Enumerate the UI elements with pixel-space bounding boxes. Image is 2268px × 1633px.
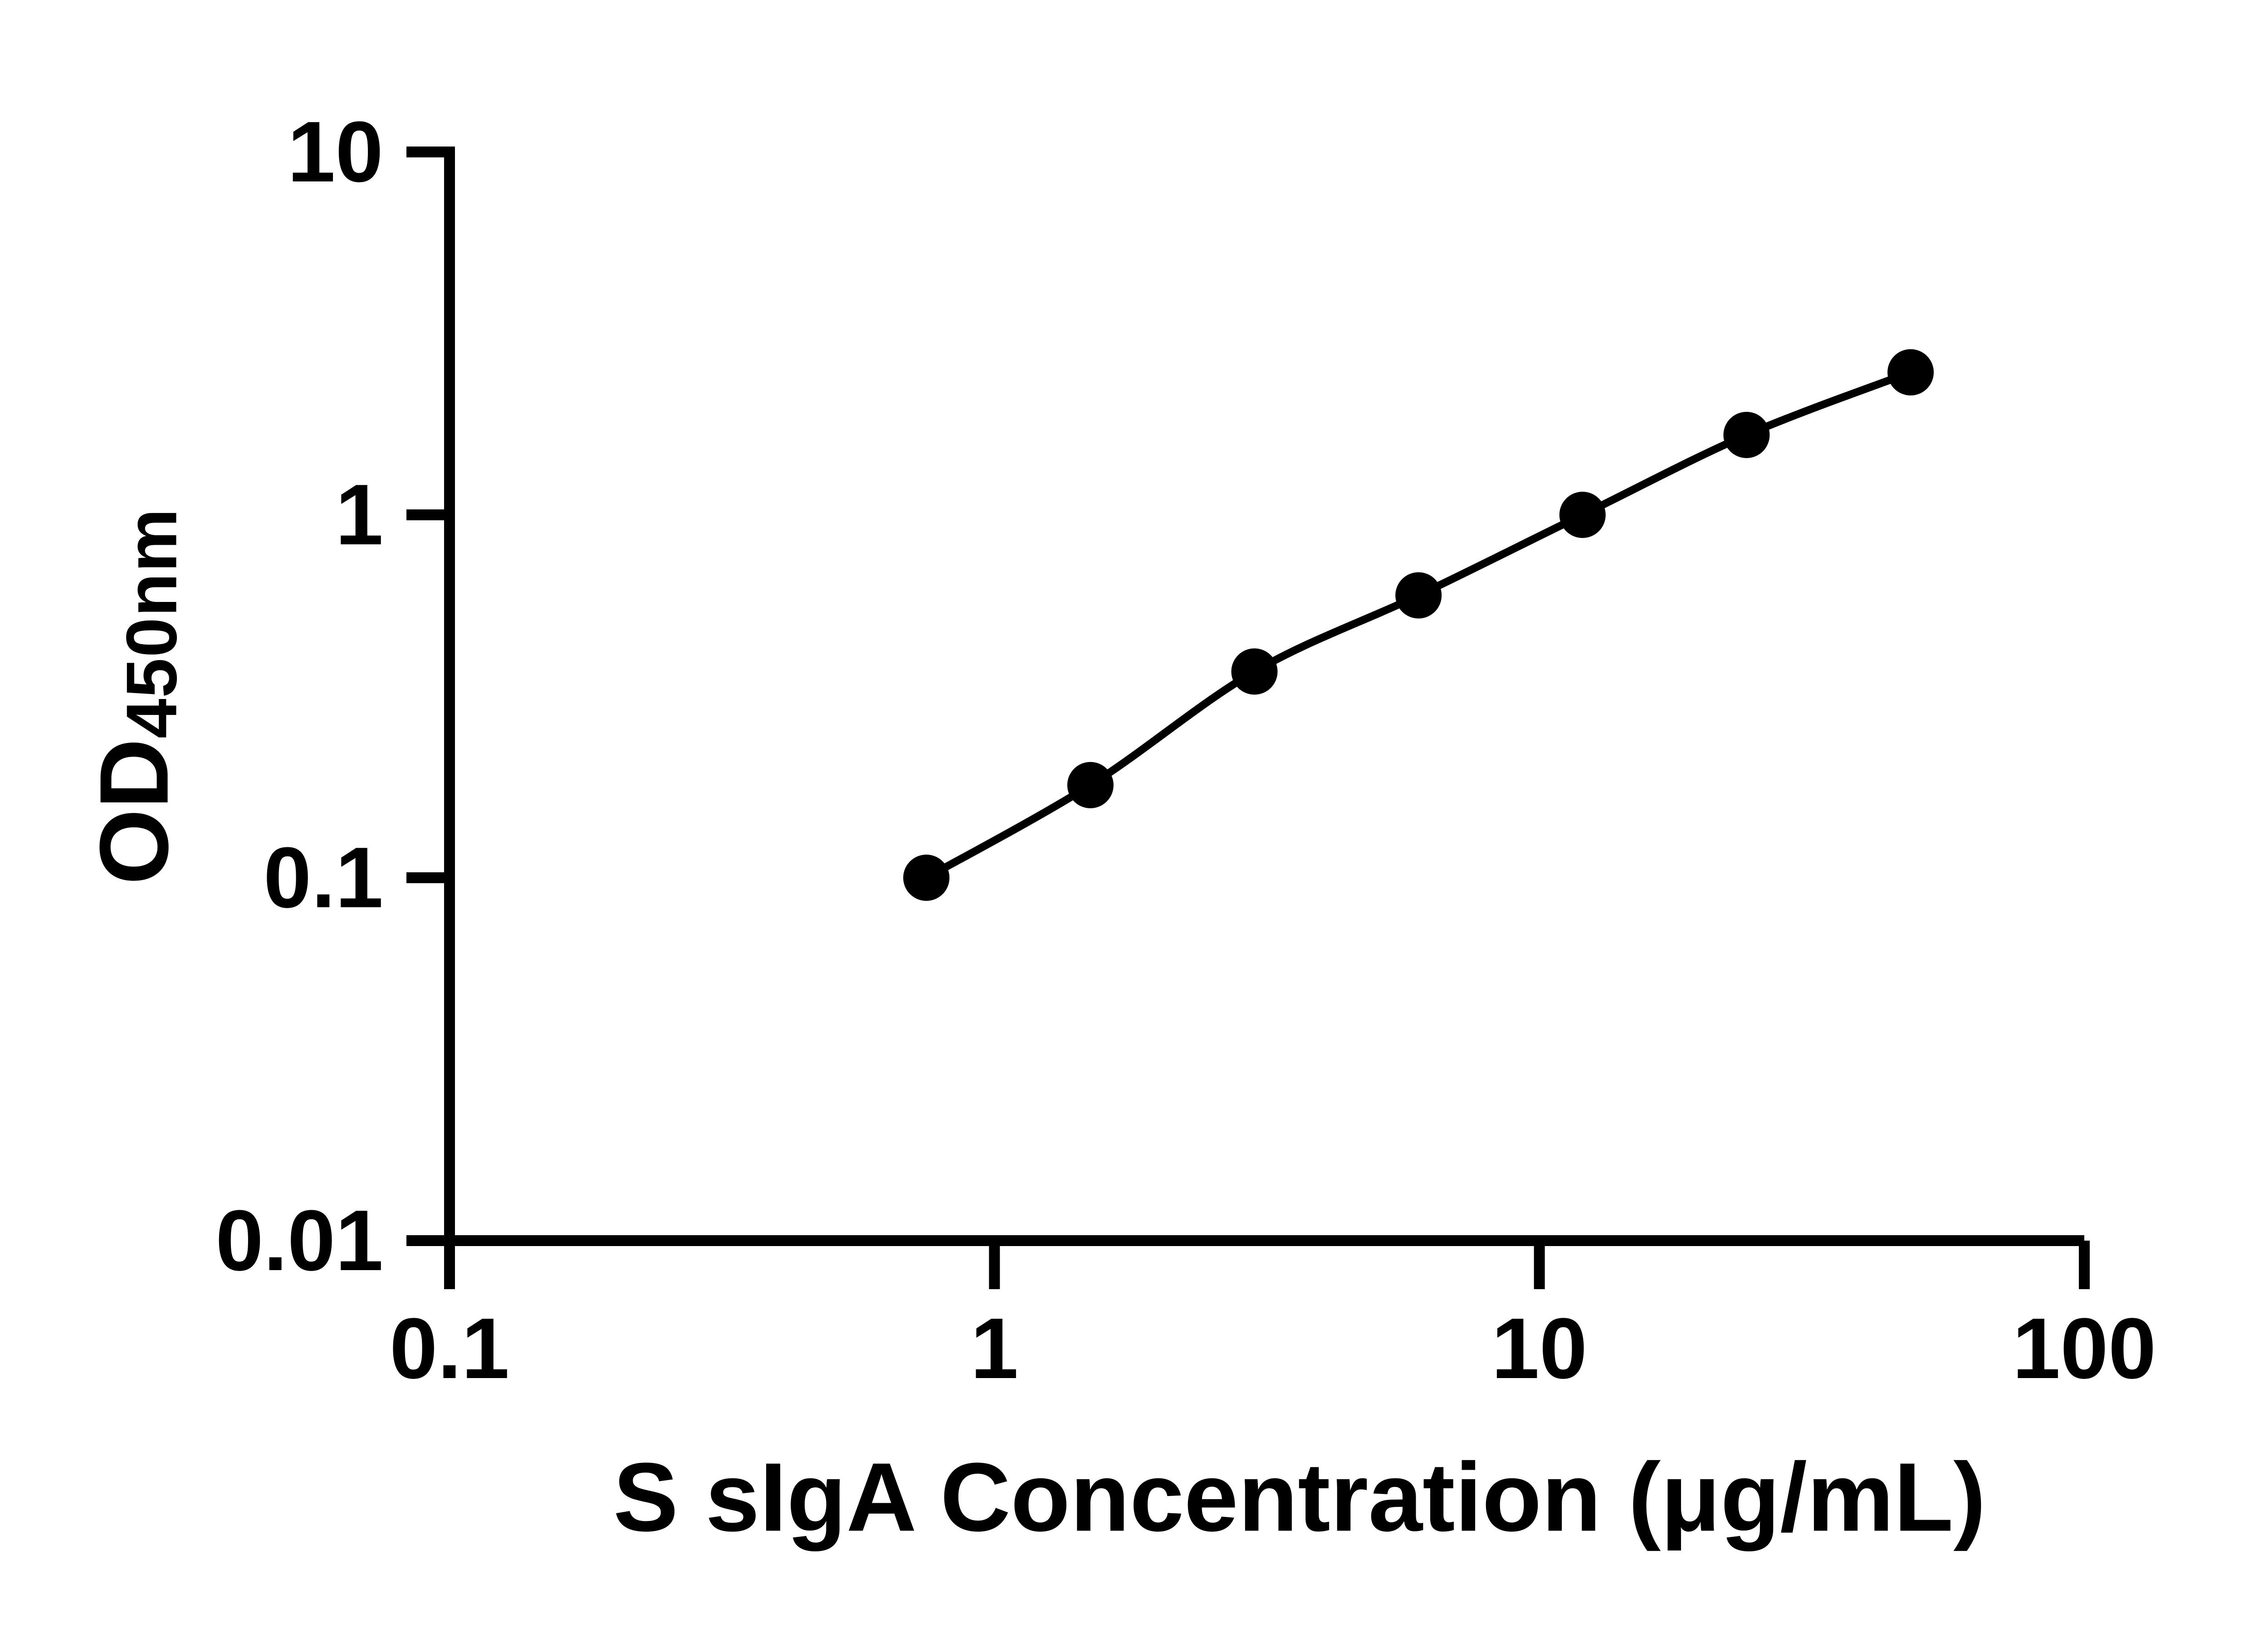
y-tick-label-1: 1 bbox=[335, 467, 383, 563]
data-point-3ug-mL bbox=[1231, 648, 1278, 695]
axis-ticks bbox=[406, 147, 2090, 1289]
y-tick-label-10: 10 bbox=[287, 104, 383, 200]
data-points bbox=[903, 349, 1934, 901]
data-point-1.5ug-mL bbox=[1067, 762, 1114, 808]
x-axis-title: S sIgA Concentration (μg/mL) bbox=[613, 1442, 1986, 1552]
y-tick-label-0.1: 0.1 bbox=[263, 830, 383, 926]
x-tick-label-1: 1 bbox=[970, 1301, 1019, 1397]
data-point-48ug-mL bbox=[1887, 349, 1934, 396]
x-tick-label-100: 100 bbox=[2012, 1301, 2156, 1397]
data-point-24ug-mL bbox=[1723, 411, 1770, 458]
data-point-6ug-mL bbox=[1395, 572, 1442, 619]
axes-lines bbox=[444, 152, 2084, 1246]
data-point-12ug-mL bbox=[1559, 492, 1606, 538]
y-axis-title: OD450nm bbox=[79, 508, 201, 885]
y-axis-title-main: OD bbox=[79, 738, 189, 885]
x-tick-label-0.1: 0.1 bbox=[389, 1301, 510, 1397]
y-tick-label-0.01: 0.01 bbox=[215, 1193, 383, 1289]
data-point-0.75ug-mL bbox=[903, 855, 950, 901]
y-axis-title-subscript: 450nm bbox=[112, 508, 192, 739]
x-tick-label-10: 10 bbox=[1491, 1301, 1588, 1397]
